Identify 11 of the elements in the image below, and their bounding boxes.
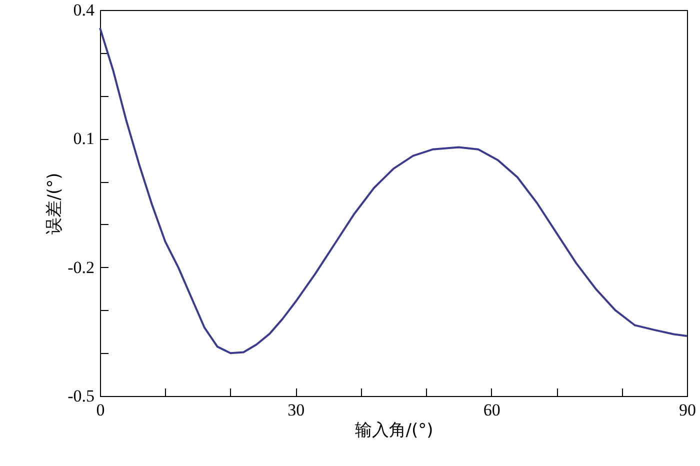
x-tick-label: 90 <box>679 400 696 420</box>
y-tick-label: 0.4 <box>73 0 95 20</box>
x-tick-label: 60 <box>483 400 500 420</box>
x-tick-label: 30 <box>288 400 305 420</box>
y-tick-label: -0.2 <box>68 258 94 277</box>
y-axis-title: 误差/(°) <box>44 172 65 234</box>
y-tick-label: 0.1 <box>73 129 94 148</box>
line-series <box>99 27 688 354</box>
y-tick-label: -0.5 <box>68 386 94 406</box>
x-tick-label: 0 <box>96 400 105 420</box>
x-axis-title: 输入角/(°) <box>354 420 434 440</box>
